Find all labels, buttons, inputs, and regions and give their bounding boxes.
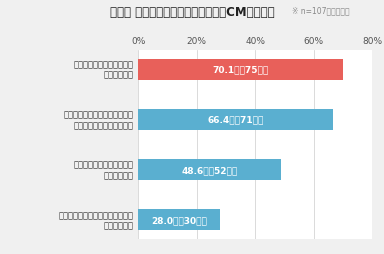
- Text: ※ n=107／複数回答: ※ n=107／複数回答: [292, 6, 349, 15]
- Text: 28.0％（30名）: 28.0％（30名）: [151, 215, 207, 224]
- Bar: [138, 159, 281, 180]
- Text: 70.1％（75名）: 70.1％（75名）: [213, 65, 269, 74]
- Bar: [138, 209, 220, 230]
- Bar: [138, 59, 344, 80]
- Text: 66.4％（71名）: 66.4％（71名）: [207, 115, 264, 124]
- Bar: [138, 109, 333, 130]
- Text: 48.6％（52名）: 48.6％（52名）: [181, 165, 238, 174]
- Text: 『図』 他の広告媒体に対するテレビCMの優位性: 『図』 他の広告媒体に対するテレビCMの優位性: [110, 6, 274, 19]
